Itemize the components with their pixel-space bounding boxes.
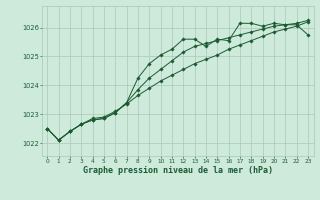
X-axis label: Graphe pression niveau de la mer (hPa): Graphe pression niveau de la mer (hPa)	[83, 166, 273, 175]
